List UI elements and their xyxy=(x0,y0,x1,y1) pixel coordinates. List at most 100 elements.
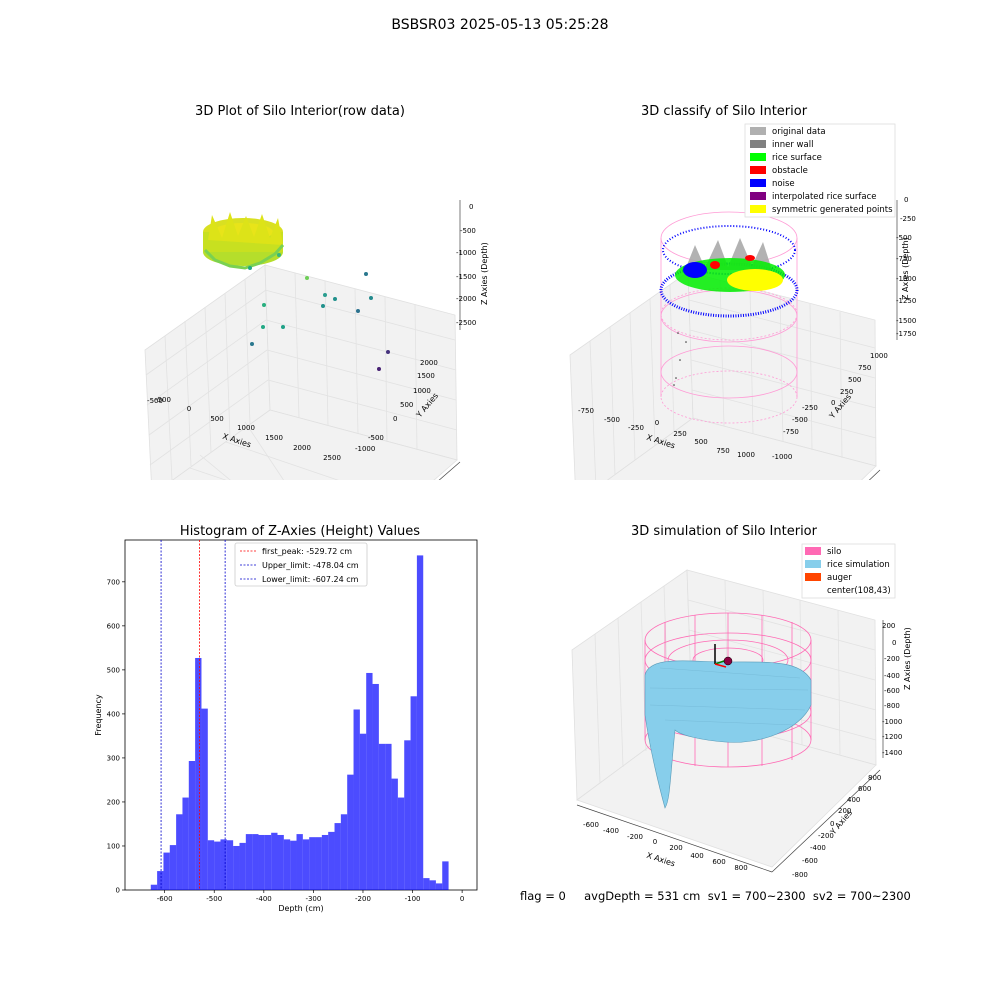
p2-ztick-2: -500 xyxy=(896,234,912,242)
histogram-bar xyxy=(195,657,202,890)
histogram-xtick-label: -100 xyxy=(405,895,421,903)
p1-ztick-1: -500 xyxy=(460,227,476,235)
histogram-bar xyxy=(423,878,430,890)
p1-xtick-6: 2500 xyxy=(323,454,341,462)
p1-xtick-3: 1000 xyxy=(237,424,255,432)
histogram-bar xyxy=(309,837,316,890)
histogram-bar xyxy=(416,555,424,890)
legend-label-original: original data xyxy=(772,127,826,137)
histogram-bar xyxy=(271,832,278,890)
p4-xtick-5: 400 xyxy=(690,852,703,860)
histogram-bar xyxy=(150,884,158,890)
p4-ytick-4: 0 xyxy=(830,820,834,828)
histogram-bar xyxy=(385,743,392,890)
histogram-bar xyxy=(442,861,449,890)
p1-ztick-4: -2000 xyxy=(456,295,476,303)
histogram-xtick-label: -300 xyxy=(305,895,321,903)
p2-xtick-0: -750 xyxy=(578,407,594,415)
legend-swatch-wall xyxy=(750,140,766,148)
p4-ytick-5: 200 xyxy=(838,807,851,815)
p4-ztick-3: -400 xyxy=(884,672,900,680)
histogram-bar xyxy=(264,834,272,890)
legend-swatch-rice xyxy=(750,153,766,161)
p2-ytick-2: -500 xyxy=(792,416,808,424)
histogram-bar xyxy=(429,880,436,890)
p2-ztick-3: -750 xyxy=(896,255,912,263)
histogram-bar xyxy=(201,708,208,890)
p4-xtick-0: -600 xyxy=(583,821,599,829)
legend-label-center: center(108,43) xyxy=(827,586,891,596)
histogram-bar xyxy=(258,834,265,890)
histogram-bar xyxy=(233,845,240,890)
p2-xtick-6: 750 xyxy=(716,447,729,455)
histogram-bar xyxy=(283,839,291,890)
histogram-bar xyxy=(188,761,196,890)
p1-xtick-1: 0 xyxy=(187,405,191,413)
p2-ytick-4: 0 xyxy=(831,399,835,407)
histogram-legend: first_peak: -529.72 cm Upper_limit: -478… xyxy=(234,542,368,587)
histogram-bar xyxy=(315,837,322,890)
p2-xtick-3: 0 xyxy=(655,419,659,427)
panel2-title: 3D classify of Silo Interior xyxy=(640,104,808,119)
p4-xtick-6: 600 xyxy=(712,858,725,866)
p2-ztick-0: 0 xyxy=(904,196,908,204)
histogram-bar xyxy=(302,839,310,890)
histogram-bar xyxy=(359,733,367,890)
legend-label-rice: rice surface xyxy=(772,153,822,163)
p1-zlabel: Z Axies (Depth) xyxy=(480,242,489,305)
panel4-3d-plot: silo rice simulation auger center(108,43… xyxy=(571,543,912,879)
p4-ytick-1: -600 xyxy=(802,857,818,865)
histogram-bar xyxy=(277,834,284,890)
legend-swatch-noise xyxy=(750,179,766,187)
p1-ytick-6: 2000 xyxy=(420,359,438,367)
p1-ztick-0: 0 xyxy=(469,203,473,211)
p1-ztick-3: -1500 xyxy=(456,273,476,281)
histogram-ytick-label: 0 xyxy=(116,887,120,895)
histogram-bar xyxy=(334,823,341,890)
panel1-3d-plot: -500 -500 -500 0 500 1000 1500 2000 2500… xyxy=(144,200,489,480)
histogram-bar xyxy=(366,672,373,890)
histogram-bar xyxy=(220,839,227,890)
histogram-xlabel: Depth (cm) xyxy=(278,904,323,913)
histogram-ylabel: Frequency xyxy=(94,694,103,736)
legend-swatch-silo xyxy=(805,547,821,555)
p2-ytick-8: 1000 xyxy=(870,352,888,360)
p2-ytick-1: -750 xyxy=(783,428,799,436)
histogram-bar xyxy=(182,797,189,890)
legend-label-auger: auger xyxy=(827,573,852,583)
histogram-ytick-label: 700 xyxy=(107,578,120,586)
p2-xtick-4: 250 xyxy=(673,430,686,438)
histogram-xtick-label: -600 xyxy=(157,895,173,903)
status-footer: flag = 0 avgDepth = 531 cm sv1 = 700~230… xyxy=(520,889,911,903)
legend-label-symmetric: symmetric generated points xyxy=(772,205,893,215)
legend-upper-limit: Upper_limit: -478.04 cm xyxy=(262,561,359,570)
histogram-bar xyxy=(328,831,335,890)
legend-swatch-interpolated xyxy=(750,192,766,200)
p2-ytick-6: 500 xyxy=(848,376,861,384)
p1-xtick-5: 2000 xyxy=(293,444,311,452)
histogram-ytick-label: 100 xyxy=(107,842,120,850)
legend-swatch-original xyxy=(750,127,766,135)
p4-ytick-7: 600 xyxy=(858,785,871,793)
histogram-chart: -600 -500 -400 -300 -200 -100 0 0 100 200 300 400 50… xyxy=(94,539,478,913)
histogram-bar xyxy=(404,740,411,890)
p2-xtick-5: 500 xyxy=(694,438,707,446)
p1-ytick-5: 1500 xyxy=(417,372,435,380)
p1-ytick-4: 1000 xyxy=(413,387,431,395)
p4-ytick-6: 400 xyxy=(847,796,860,804)
histogram-bar xyxy=(252,834,259,890)
histogram-bar xyxy=(410,696,417,890)
p2-ytick-3: -250 xyxy=(802,404,818,412)
legend-lower-limit: Lower_limit: -607.24 cm xyxy=(262,575,359,584)
p2-ztick-4: -1000 xyxy=(896,275,916,283)
p2-xtick-2: -250 xyxy=(628,424,644,432)
p4-xtick-4: 200 xyxy=(669,844,682,852)
p2-ytick-5: 250 xyxy=(840,388,853,396)
legend-swatch-symmetric xyxy=(750,205,766,213)
p2-legend: original data inner wall rice surface ob… xyxy=(744,123,896,218)
histogram-bar xyxy=(226,840,234,890)
p2-ztick-5: -1250 xyxy=(896,297,916,305)
p4-ytick-0: -800 xyxy=(792,871,808,879)
p4-xtick-1: -400 xyxy=(603,827,619,835)
histogram-xtick-label: 0 xyxy=(460,895,464,903)
